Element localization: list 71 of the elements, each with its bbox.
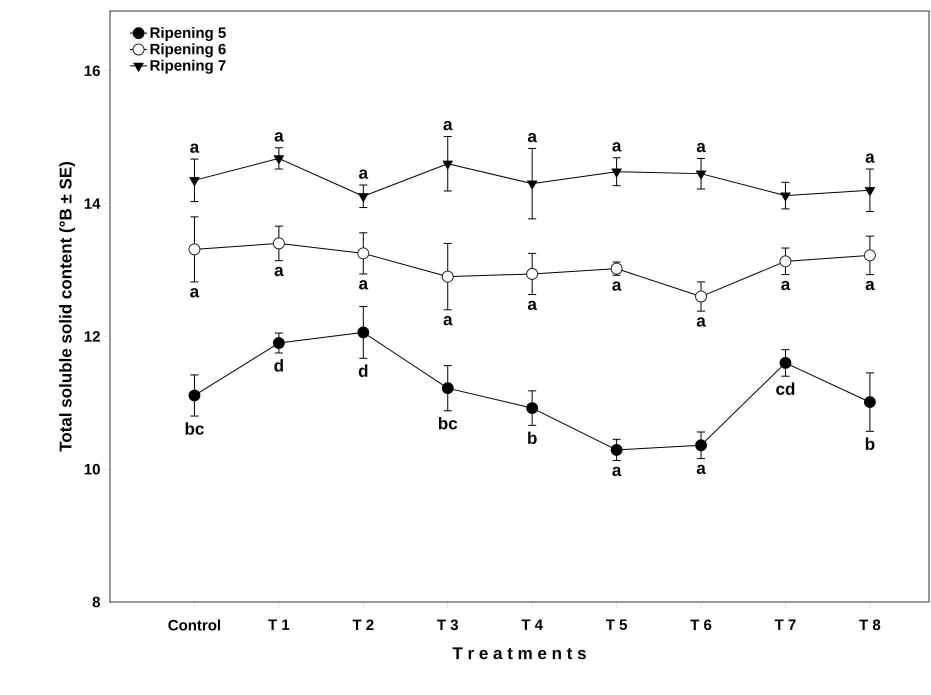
x-axis-title: T r e a t m e n t s bbox=[452, 647, 586, 660]
point bbox=[526, 268, 538, 280]
point bbox=[188, 243, 200, 256]
x-tick-label: Control bbox=[168, 620, 220, 631]
point bbox=[189, 177, 200, 186]
annotation: d bbox=[274, 359, 283, 372]
annotation: a bbox=[528, 132, 537, 142]
point bbox=[780, 255, 792, 268]
annotation: a bbox=[696, 317, 706, 327]
annotation: a bbox=[781, 280, 790, 290]
point bbox=[611, 168, 622, 178]
point bbox=[358, 193, 368, 202]
annotation: a bbox=[696, 464, 706, 474]
point bbox=[272, 337, 285, 349]
y-tick-label: 10 bbox=[84, 464, 100, 474]
point bbox=[695, 290, 707, 302]
annotation: a bbox=[612, 142, 622, 152]
point bbox=[526, 402, 538, 414]
annotation: a bbox=[444, 316, 453, 326]
y-axis-title: Total soluble solid content (°B ± SE) bbox=[59, 162, 75, 452]
point bbox=[442, 382, 454, 394]
annotation: a bbox=[359, 169, 368, 179]
annotation: a bbox=[612, 466, 622, 476]
point bbox=[272, 238, 285, 250]
legend-label: Ripening 7 bbox=[150, 60, 226, 74]
point bbox=[188, 390, 200, 402]
annotation: bc bbox=[186, 422, 204, 435]
annotation: a bbox=[528, 300, 537, 310]
point bbox=[357, 326, 370, 338]
x-tick-label: T 3 bbox=[437, 620, 458, 630]
annotation: a bbox=[444, 120, 453, 130]
point bbox=[610, 444, 622, 456]
point bbox=[864, 396, 876, 408]
annotation: bc bbox=[438, 416, 458, 430]
point bbox=[864, 249, 876, 262]
annotation: b bbox=[528, 432, 537, 444]
x-tick-label: T 7 bbox=[774, 620, 796, 630]
point bbox=[864, 187, 876, 196]
annotation: b bbox=[866, 438, 874, 450]
point bbox=[780, 357, 792, 369]
annotation: a bbox=[696, 142, 706, 152]
x-tick-label: T 2 bbox=[352, 620, 374, 630]
point bbox=[442, 270, 454, 283]
y-tick-label: 14 bbox=[84, 198, 100, 209]
point bbox=[780, 192, 791, 202]
x-tick-label: T 1 bbox=[268, 620, 290, 630]
legend-label: Ripening 5 bbox=[150, 26, 226, 42]
annotation: cd bbox=[776, 382, 794, 395]
annotation: a bbox=[190, 288, 200, 298]
annotation: a bbox=[866, 154, 875, 163]
annotation: a bbox=[274, 132, 284, 142]
x-tick-label: T 6 bbox=[690, 620, 712, 630]
annotation: a bbox=[612, 281, 622, 291]
point bbox=[274, 155, 284, 164]
annotation: a bbox=[359, 280, 368, 290]
x-tick-label: T 8 bbox=[859, 620, 880, 630]
annotation: a bbox=[866, 280, 875, 290]
y-tick-label: 8 bbox=[92, 596, 100, 608]
annotation: a bbox=[274, 266, 284, 276]
point bbox=[696, 170, 706, 180]
x-tick-label: T 5 bbox=[606, 620, 628, 630]
x-tick-label: T 4 bbox=[522, 620, 543, 630]
y-tick-label: 16 bbox=[84, 65, 100, 76]
point bbox=[357, 247, 370, 260]
point bbox=[695, 439, 707, 452]
point bbox=[527, 180, 538, 190]
legend-label: Ripening 6 bbox=[150, 43, 226, 58]
point bbox=[442, 160, 453, 170]
annotation: a bbox=[190, 144, 200, 153]
y-tick-label: 12 bbox=[84, 331, 100, 342]
annotation: d bbox=[358, 364, 368, 377]
